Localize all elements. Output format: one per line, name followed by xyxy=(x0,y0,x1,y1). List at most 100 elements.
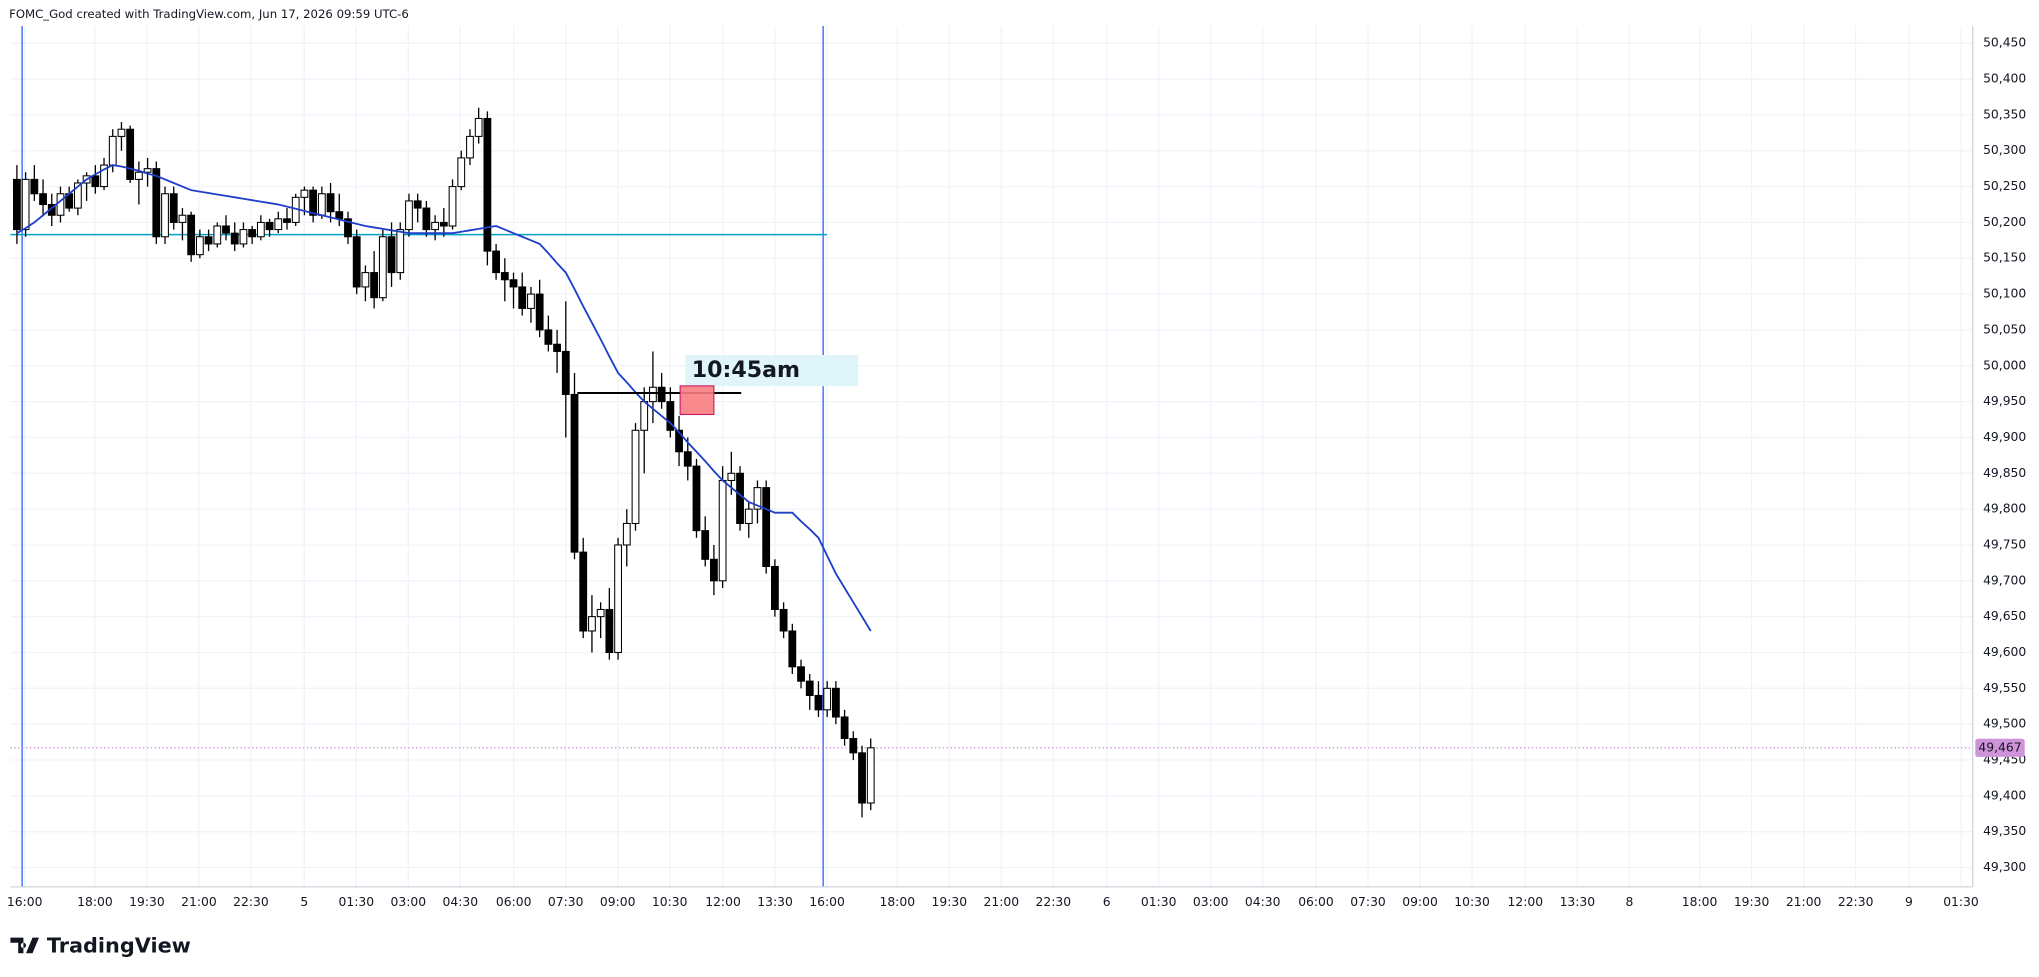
x-tick-label: 13:30 xyxy=(1560,895,1596,909)
candle-body xyxy=(117,128,126,137)
candle-body xyxy=(344,218,352,238)
candle-body xyxy=(309,189,318,216)
candle-body xyxy=(152,168,161,238)
x-tick-label: 04:30 xyxy=(443,895,479,909)
candle-body xyxy=(579,551,588,632)
candle-body xyxy=(831,687,840,718)
y-tick-label: 49,300 xyxy=(1983,860,2026,874)
candle-body xyxy=(448,186,457,227)
header-title: FOMC_God created with TradingView.com, J… xyxy=(9,7,409,21)
x-tick-label: 22:30 xyxy=(1838,895,1874,909)
x-tick-label: 04:30 xyxy=(1245,895,1281,909)
x-tick-label: 03:00 xyxy=(391,895,427,909)
candle-body xyxy=(727,472,736,481)
candle-body xyxy=(39,193,47,206)
x-tick-label: 16:00 xyxy=(809,895,845,909)
candle-body xyxy=(169,193,178,223)
y-tick-label: 50,200 xyxy=(1983,215,2026,229)
candle-body xyxy=(753,487,762,510)
candle-body xyxy=(134,171,143,180)
annotation-background xyxy=(685,355,859,387)
x-tick-label: 13:30 xyxy=(757,895,793,909)
x-tick-label: 8 xyxy=(1625,895,1633,909)
x-tick-label: 01:30 xyxy=(339,895,375,909)
candle-body xyxy=(509,279,518,288)
y-tick-label: 49,650 xyxy=(1983,609,2026,623)
candle-body xyxy=(744,508,753,524)
x-tick-label: 18:00 xyxy=(1682,895,1718,909)
y-tick-label: 50,050 xyxy=(1983,322,2026,336)
y-tick-label: 50,100 xyxy=(1983,287,2026,301)
x-tick-label: 19:30 xyxy=(129,895,165,909)
candle-body xyxy=(657,386,666,403)
x-tick-label: 19:30 xyxy=(931,895,967,909)
candle-body xyxy=(805,680,814,697)
candle-body xyxy=(622,522,631,546)
candle-body xyxy=(492,250,500,274)
candle-body xyxy=(100,164,108,188)
candle-body xyxy=(457,157,466,188)
y-tick-label: 49,950 xyxy=(1983,394,2026,408)
candle-body xyxy=(195,236,204,256)
candle-body xyxy=(387,236,396,274)
candle-body xyxy=(248,229,257,238)
x-tick-label: 21:00 xyxy=(181,895,217,909)
x-tick-label: 6 xyxy=(1103,895,1111,909)
grid xyxy=(10,26,1973,887)
candle-body xyxy=(108,135,117,166)
candle-body xyxy=(413,200,422,209)
candle-body xyxy=(770,565,779,610)
candle-body xyxy=(814,694,823,711)
x-tick-label: 18:00 xyxy=(77,895,113,909)
candle-body xyxy=(335,211,344,220)
candle-body xyxy=(474,117,483,137)
x-tick-label: 09:00 xyxy=(1402,895,1438,909)
y-tick-label: 49,900 xyxy=(1983,430,2026,444)
candle-body xyxy=(640,401,649,431)
candle-body xyxy=(866,747,875,804)
candle-body xyxy=(326,193,335,213)
x-tick-label: 22:30 xyxy=(1036,895,1072,909)
candle-body xyxy=(466,135,474,159)
y-tick-label: 49,400 xyxy=(1983,788,2026,802)
candle-body xyxy=(675,429,683,453)
x-tick-label: 03:00 xyxy=(1193,895,1229,909)
x-tick-label: 10:30 xyxy=(1454,895,1490,909)
y-tick-label: 49,800 xyxy=(1983,502,2026,516)
candle-body xyxy=(56,193,65,216)
x-tick-label: 5 xyxy=(300,895,308,909)
candle-body xyxy=(561,350,570,395)
candles xyxy=(13,107,875,818)
candle-body xyxy=(161,193,169,238)
y-tick-label: 50,300 xyxy=(1983,143,2026,157)
candle-body xyxy=(143,168,152,173)
candle-body xyxy=(692,465,701,532)
candle-body xyxy=(378,236,387,299)
candle-body xyxy=(422,207,431,231)
candle-body xyxy=(762,487,771,567)
last-price-tag xyxy=(1975,738,2025,757)
last-price-label: 49,467 xyxy=(1978,740,2021,754)
y-tick-label: 49,850 xyxy=(1983,466,2026,480)
candle-body xyxy=(596,608,605,618)
candle-body xyxy=(274,218,283,231)
candle-body xyxy=(431,221,440,231)
x-tick-label: 9 xyxy=(1905,895,1913,909)
candle-body xyxy=(256,221,265,238)
candle-body xyxy=(701,530,710,560)
brand-name: TradingView xyxy=(47,934,191,958)
candle-body xyxy=(178,214,187,223)
candle-body xyxy=(544,329,553,345)
y-tick-label: 50,000 xyxy=(1983,358,2026,372)
x-tick-label: 10:30 xyxy=(652,895,688,909)
y-tick-label: 50,400 xyxy=(1983,72,2026,86)
y-tick-label: 49,550 xyxy=(1983,681,2026,695)
candle-body xyxy=(405,200,413,231)
candle-body xyxy=(614,544,622,654)
candle-body xyxy=(239,229,248,245)
annotation-text: 10:45am xyxy=(692,357,800,383)
x-tick-label: 06:00 xyxy=(496,895,532,909)
candle-body xyxy=(631,429,640,524)
y-tick-label: 49,600 xyxy=(1983,645,2026,659)
